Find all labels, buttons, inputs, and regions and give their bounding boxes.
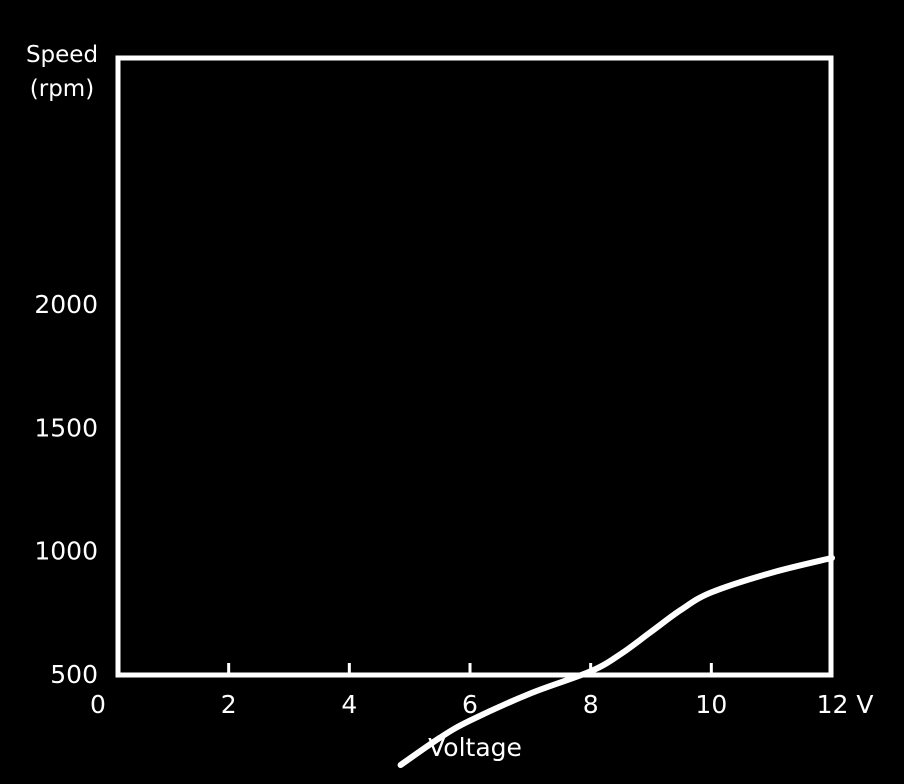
y-axis-label-line2: (rpm) xyxy=(30,76,94,102)
y-axis-label-line1: Speed xyxy=(26,42,98,68)
plot-frame xyxy=(115,55,834,678)
x-tick-label: 2 xyxy=(221,690,237,719)
x-tick-label: 10 xyxy=(695,690,727,719)
x-tick-label: 12 V xyxy=(817,690,874,719)
x-tick-marks xyxy=(227,663,713,675)
x-tick-labels: 0 2 4 6 8 10 12 V xyxy=(90,690,873,719)
x-tick-label: 4 xyxy=(341,690,357,719)
y-tick-label: 500 xyxy=(50,660,98,689)
series-line xyxy=(397,554,835,768)
y-tick-label: 1000 xyxy=(34,537,98,566)
x-tick-label: 8 xyxy=(583,690,599,719)
gridlines xyxy=(150,302,831,676)
y-tick-labels: 500 1000 1500 2000 xyxy=(34,290,98,689)
y-tick-label: 2000 xyxy=(34,290,98,319)
x-tick-label: 6 xyxy=(462,690,478,719)
x-axis-label: Voltage xyxy=(428,733,522,762)
y-tick-label: 1500 xyxy=(34,413,98,442)
x-tick-label: 0 xyxy=(90,690,106,719)
